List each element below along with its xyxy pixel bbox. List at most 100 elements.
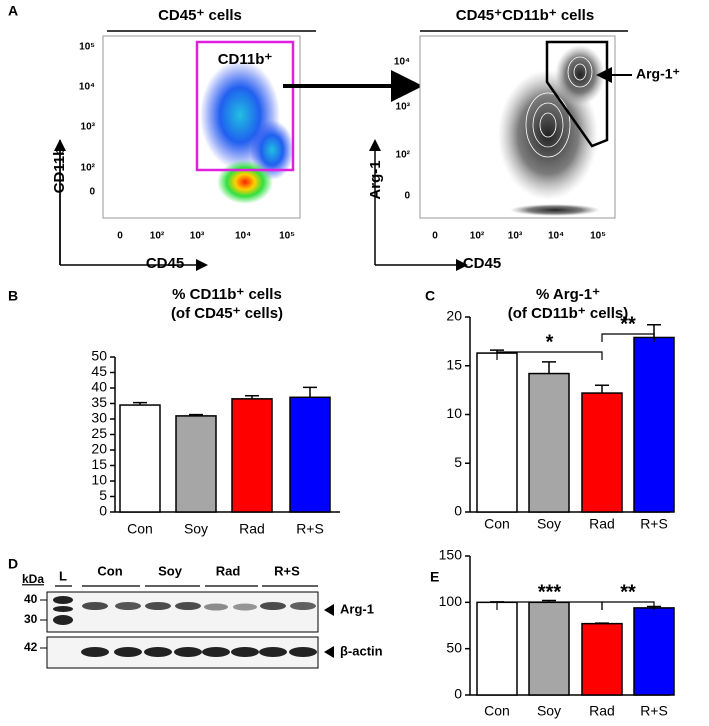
band-label: β-actin xyxy=(340,643,383,658)
bar xyxy=(289,396,331,513)
axis-label: CD45 xyxy=(146,255,184,272)
x-tick-label: R+S xyxy=(640,516,668,532)
y-ticks: 10⁵ 10⁴ 10³ 10² 0 xyxy=(79,42,96,198)
x-tick-label: Con xyxy=(484,703,510,719)
y-tick-label: 100 xyxy=(439,593,463,609)
error-bar xyxy=(595,384,609,394)
y-tick-label: 5 xyxy=(99,487,107,503)
x-tick-label: Con xyxy=(127,521,153,537)
gate-label: Arg-1⁺ xyxy=(636,66,680,82)
significance-bracket xyxy=(496,351,603,360)
marker-label: 30 xyxy=(24,612,38,626)
x-tick-label: Rad xyxy=(239,521,265,537)
tick-label: 10³ xyxy=(81,122,96,133)
chart-title: % Arg-1⁺ xyxy=(536,286,600,303)
lane-label: Rad xyxy=(216,563,241,578)
density xyxy=(510,204,600,216)
bar xyxy=(633,607,675,696)
y-tick-label: 10 xyxy=(446,405,462,421)
gate xyxy=(545,40,609,148)
y-tick-label: 5 xyxy=(454,454,462,470)
tick-label: 10⁵ xyxy=(279,231,295,242)
bar xyxy=(476,601,518,696)
tick-label: 10⁴ xyxy=(548,231,564,242)
x-tick-label: Con xyxy=(484,516,510,532)
y-tick-label: 150 xyxy=(439,547,463,563)
y-tick-label: 50 xyxy=(446,639,462,655)
tick-label: 10² xyxy=(81,163,96,174)
significance-label: * xyxy=(546,331,554,353)
y-tick-label: 0 xyxy=(99,503,107,519)
error-bar xyxy=(542,361,556,374)
panel-label: A xyxy=(8,3,18,19)
bar xyxy=(528,601,570,696)
band-pointer xyxy=(324,646,334,658)
tick-label: 10⁴ xyxy=(394,57,410,68)
y-tick-label: 15 xyxy=(446,356,462,372)
bar xyxy=(175,415,217,513)
x-tick-label: Rad xyxy=(589,516,615,532)
error-bar xyxy=(133,401,147,406)
y-tick-label: 20 xyxy=(446,308,462,324)
tick-label: 10² xyxy=(470,231,485,242)
panel-label: B xyxy=(8,288,18,304)
chart-subtitle: (of CD11b⁺ cells) xyxy=(508,305,628,322)
plot-title: CD45⁺ cells xyxy=(158,7,242,24)
axis-label: CD45 xyxy=(463,255,501,272)
tick-label: 0 xyxy=(432,231,438,242)
significance-bracket xyxy=(601,601,655,610)
chart-title: % CD11b⁺ cells xyxy=(172,286,282,303)
tick-label: 10² xyxy=(150,231,165,242)
panel-label: E xyxy=(430,569,439,585)
bar xyxy=(119,404,161,513)
bar xyxy=(581,392,623,513)
y-tick-label: 30 xyxy=(91,410,107,426)
tick-label: 10⁵ xyxy=(79,42,95,53)
x-tick-label: R+S xyxy=(640,703,668,719)
band-pointer xyxy=(324,604,334,616)
y-tick-label: 25 xyxy=(91,425,107,441)
bar xyxy=(476,352,518,513)
marker-label: 42 xyxy=(24,640,38,654)
significance-label: *** xyxy=(538,581,562,603)
axis-label: Arg-1 xyxy=(367,160,384,199)
tick-label: 10⁵ xyxy=(590,231,606,242)
x-tick-label: Soy xyxy=(537,516,561,532)
y-tick-label: 0 xyxy=(454,503,462,519)
density xyxy=(217,160,273,204)
bar xyxy=(231,398,273,513)
y-tick-label: 40 xyxy=(91,379,107,395)
x-tick-label: Soy xyxy=(537,703,561,719)
y-tick-label: 15 xyxy=(91,456,107,472)
y-tick-label: 0 xyxy=(454,686,462,702)
tick-label: 10⁴ xyxy=(79,82,95,93)
y-tick-label: 35 xyxy=(91,394,107,410)
axis-label: CD11b xyxy=(51,147,68,194)
tick-label: 0 xyxy=(89,187,95,198)
tick-label: 10² xyxy=(396,150,411,161)
marker-label: 40 xyxy=(24,592,38,606)
panel-label: D xyxy=(8,556,18,572)
tick-label: 0 xyxy=(117,231,123,242)
band-label: Arg-1 xyxy=(340,601,374,616)
lane-label: L xyxy=(59,568,67,583)
chart-subtitle: (of CD45⁺ cells) xyxy=(171,305,283,322)
tick-label: 0 xyxy=(404,191,410,202)
y-tick-label: 45 xyxy=(91,363,107,379)
y-tick-label: 10 xyxy=(91,472,107,488)
gate-label: CD11b⁺ xyxy=(218,51,273,68)
x-tick-label: Soy xyxy=(184,521,208,537)
x-tick-label: R+S xyxy=(296,521,324,537)
tick-label: 10⁴ xyxy=(235,231,251,242)
error-bar xyxy=(189,413,203,416)
gate xyxy=(195,40,295,172)
tick-label: 10³ xyxy=(508,231,523,242)
bar xyxy=(528,372,570,513)
significance-label: ** xyxy=(620,581,636,603)
error-bar xyxy=(245,395,259,399)
significance-label: ** xyxy=(620,313,636,335)
lane-label: R+S xyxy=(274,563,300,578)
tick-label: 10³ xyxy=(190,231,205,242)
bands xyxy=(53,596,317,657)
panel-label: C xyxy=(425,288,435,304)
